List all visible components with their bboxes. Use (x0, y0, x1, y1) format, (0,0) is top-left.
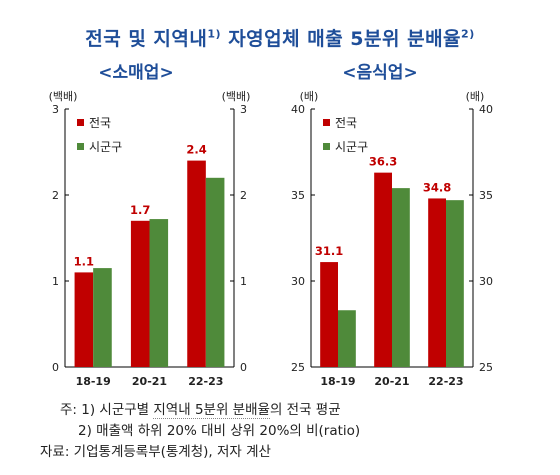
title-text-1: 전국 및 지역내 (85, 28, 208, 50)
retail-right-unit: (백배) (222, 90, 251, 103)
restaurant-legend-label: 시군구 (335, 140, 368, 154)
retail-right-tick-label: 3 (240, 103, 247, 116)
chart-main-title: 전국 및 지역내1) 자영업체 매출 5분위 분배율2) (0, 24, 560, 51)
retail-category-label: 18-19 (76, 375, 111, 388)
retail-left-tick-label: 3 (52, 103, 59, 116)
restaurant-bar (392, 188, 410, 367)
restaurant-right-tick-label: 30 (479, 275, 493, 288)
retail-left-tick-label: 2 (52, 189, 59, 202)
restaurant-category-label: 20-21 (374, 375, 409, 388)
restaurant-legend-swatch (323, 119, 330, 126)
restaurant-legend-label: 전국 (335, 116, 357, 130)
restaurant-bar (446, 200, 464, 367)
restaurant-data-label: 31.1 (315, 244, 343, 258)
retail-legend-label: 전국 (89, 116, 111, 130)
restaurant-category-label: 22-23 (428, 375, 463, 388)
retail-left-tick-label: 0 (52, 361, 59, 374)
restaurant-right-tick-label: 25 (479, 361, 493, 374)
footnote-1-dotted: 지역내 5분위 분배율 (153, 402, 270, 419)
restaurant-chart-title: <음식업> (342, 63, 418, 83)
retail-bar (187, 160, 206, 367)
restaurant-right-tick-label: 40 (479, 103, 493, 116)
footnote-1-suffix: 의 전국 평균 (269, 402, 341, 418)
retail-chart-title: <소매업> (98, 63, 174, 83)
footnote-1-prefix: 주: 1) 시군구별 (60, 402, 150, 418)
retail-legend-swatch (77, 143, 84, 150)
source-note: 자료: 기업통계등록부(통계청), 저자 계산 (40, 444, 271, 460)
restaurant-right-unit: (배) (466, 90, 485, 103)
restaurant-bar (428, 198, 446, 367)
retail-bar (149, 219, 169, 367)
restaurant-left-tick-label: 35 (291, 189, 305, 202)
retail-bar (93, 268, 112, 367)
restaurant-bar (320, 262, 338, 367)
retail-bar (205, 177, 225, 367)
retail-left-tick-label: 1 (52, 275, 59, 288)
title-footnote-1: 1) (207, 27, 222, 41)
title-footnote-2: 2) (461, 27, 475, 41)
restaurant-left-tick-label: 25 (291, 361, 305, 374)
restaurant-category-label: 18-19 (320, 375, 355, 388)
retail-category-label: 22-23 (188, 375, 223, 388)
retail-category-label: 20-21 (132, 375, 167, 388)
restaurant-right-tick-label: 35 (479, 189, 493, 202)
footnote-2: 2) 매출액 하위 20% 대비 상위 20%의 비(ratio) (78, 423, 361, 439)
restaurant-data-label: 36.3 (369, 155, 397, 169)
restaurant-bar (338, 310, 356, 367)
retail-data-label: 1.7 (130, 203, 150, 217)
restaurant-data-label: 34.8 (423, 180, 451, 194)
restaurant-left-unit: (배) (300, 90, 319, 103)
footnote-1: 주: 1) 시군구별 지역내 5분위 분배율의 전국 평균 (60, 398, 341, 419)
restaurant-legend-swatch (323, 143, 330, 150)
retail-left-unit: (백배) (49, 90, 78, 103)
retail-right-tick-label: 0 (240, 361, 247, 374)
retail-data-label: 2.4 (186, 143, 206, 157)
retail-right-tick-label: 1 (240, 275, 247, 288)
retail-bar-chart: 0 01 12 23 3(백배) (백배)전국시군구1.118-191.720-212.4… (49, 90, 251, 388)
retail-legend-label: 시군구 (89, 140, 122, 154)
retail-right-tick-label: 2 (240, 189, 247, 202)
title-text-2: 자영업체 매출 5분위 분배율 (228, 28, 462, 50)
restaurant-left-tick-label: 40 (291, 103, 305, 116)
restaurant-bar (374, 172, 392, 367)
retail-legend-swatch (77, 119, 84, 126)
retail-bar (74, 272, 94, 367)
retail-data-label: 1.1 (74, 254, 94, 268)
retail-bar (130, 220, 150, 367)
restaurant-left-tick-label: 30 (291, 275, 305, 288)
